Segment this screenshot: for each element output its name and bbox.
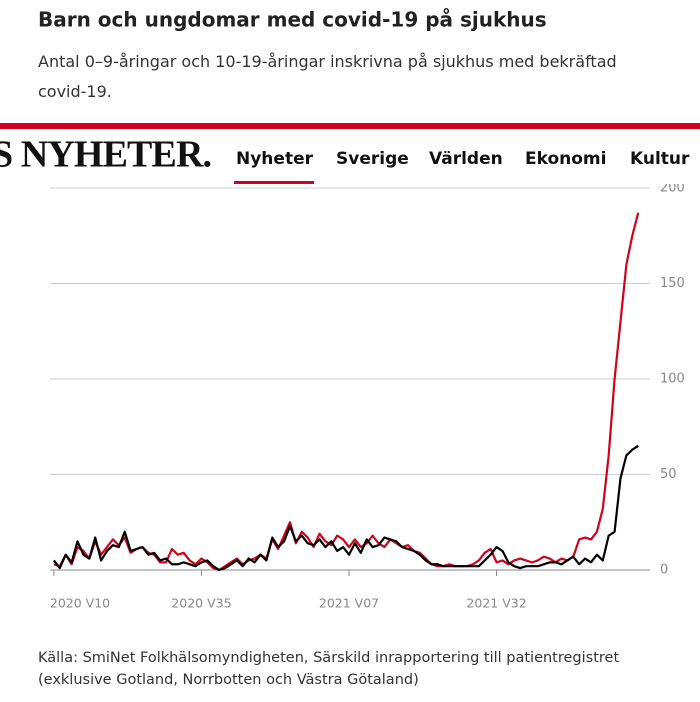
line-series [53,444,639,572]
nav-item[interactable]: Världen [429,149,503,169]
nav-item[interactable]: Sverige [336,149,409,169]
nav-active-underline [234,181,314,184]
chart-subtitle: Antal 0–9-åringar och 10-19-åringar insk… [38,52,617,101]
x-tick-label: 2021 V07 [319,596,379,611]
nav-item[interactable]: Ekonomi [525,149,606,169]
x-tick-label: 2021 V32 [466,596,526,611]
chart-title: Barn och ungdomar med covid-19 på sjukhu… [38,8,547,32]
y-tick-label: 100 [660,372,685,387]
y-tick-label: 200 [660,181,685,196]
y-tick-label: 0 [660,563,668,578]
brand-bar [0,123,700,129]
line-series [53,212,640,572]
nav-bar [0,129,700,184]
x-tick-label: 2020 V35 [171,596,231,611]
y-tick-label: 50 [660,467,677,482]
nav-item[interactable]: Nyheter [236,149,314,169]
y-tick-label: 150 [660,276,685,291]
nav-item[interactable]: Kultur [630,149,690,169]
source: (exklusive Gotland, Norrbotten och Västr… [38,672,419,688]
x-tick-label: 2020 V10 [50,596,110,611]
source: Källa: SmiNet Folkhälsomyndigheten, Särs… [38,650,619,666]
brand[interactable]: S NYHETER. [0,134,212,176]
